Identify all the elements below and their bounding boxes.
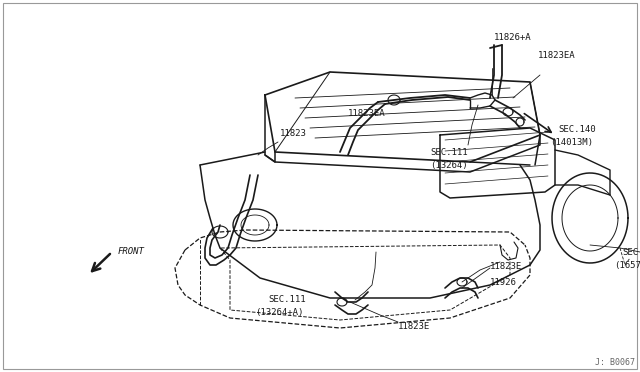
Text: 11826+A: 11826+A [494, 33, 532, 42]
Text: 11823E: 11823E [490, 262, 522, 271]
Text: J: B0067: J: B0067 [595, 358, 635, 367]
Text: 11823: 11823 [280, 129, 307, 138]
Text: 11823EA: 11823EA [348, 109, 386, 118]
Text: (13264): (13264) [430, 161, 468, 170]
Text: (13264+A): (13264+A) [255, 308, 303, 317]
Text: SEC.140: SEC.140 [558, 125, 596, 134]
Text: SEC.165: SEC.165 [622, 248, 640, 257]
Text: FRONT: FRONT [118, 247, 145, 257]
Text: (14013M): (14013M) [550, 138, 593, 147]
Text: 11823E: 11823E [398, 322, 430, 331]
Text: (16576P): (16576P) [614, 261, 640, 270]
Text: SEC.111: SEC.111 [268, 295, 306, 304]
Text: 11823EA: 11823EA [538, 51, 575, 60]
Text: SEC.111: SEC.111 [430, 148, 468, 157]
Text: 11926: 11926 [490, 278, 517, 287]
